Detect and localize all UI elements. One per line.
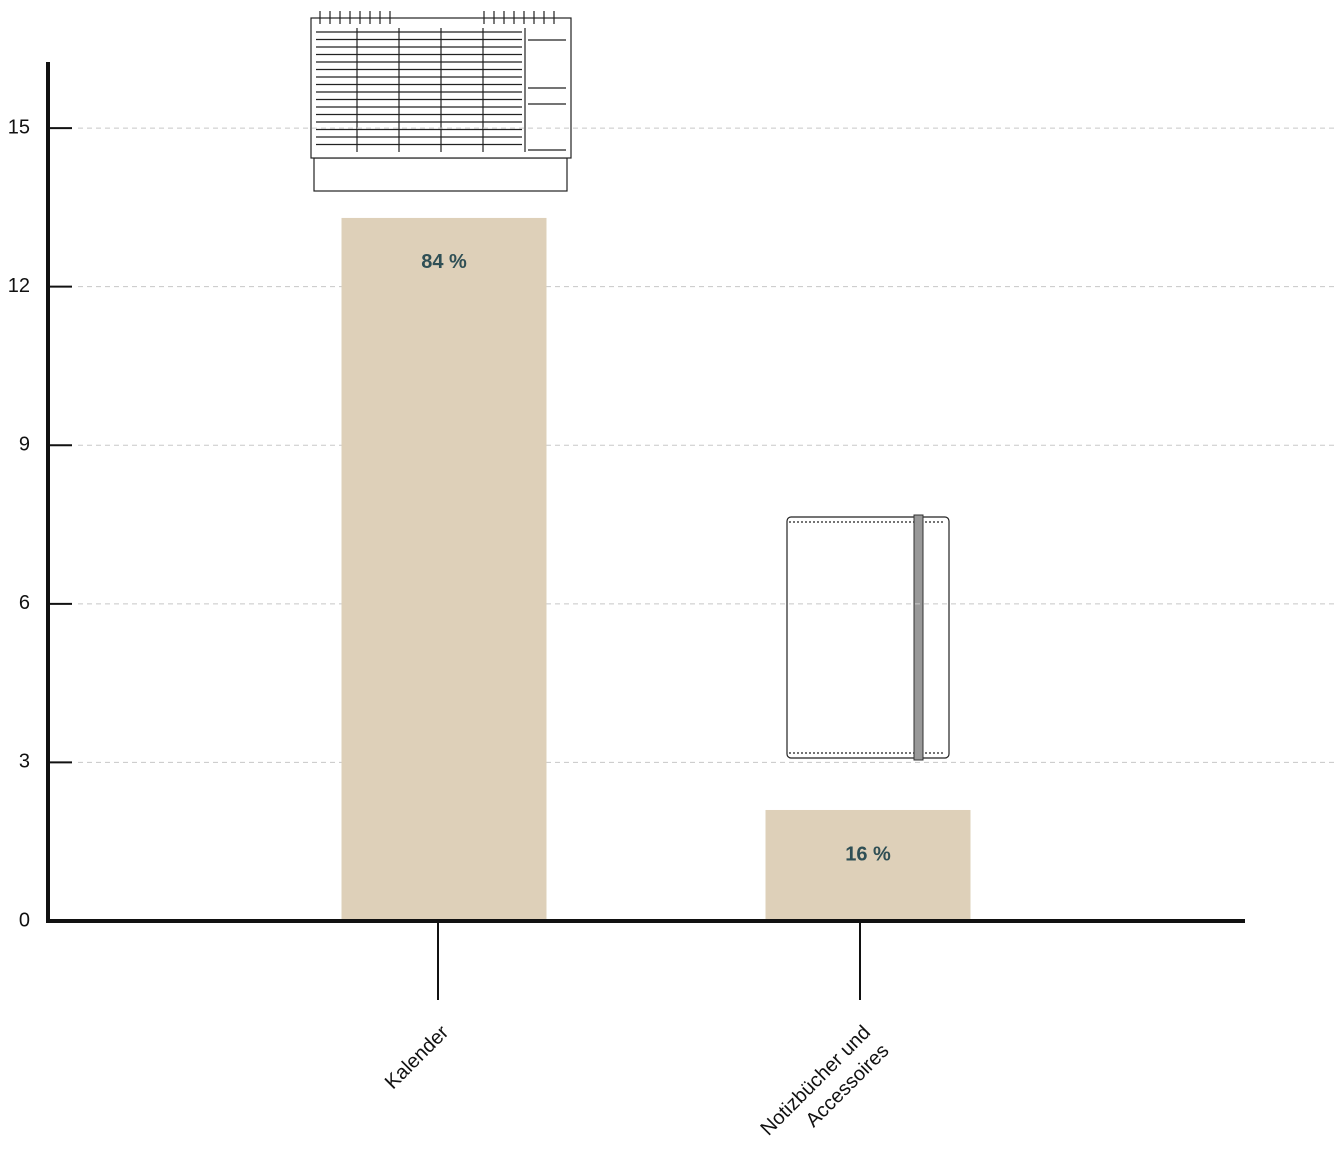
share-label: 84 % xyxy=(421,251,467,273)
x-tick-label: Notizbücher undAccessoires xyxy=(757,1022,894,1159)
y-tick-label: 15 xyxy=(8,116,30,138)
share-label: 16 % xyxy=(845,843,891,865)
calendar-icon xyxy=(310,11,572,192)
y-tick-label: 6 xyxy=(19,592,30,614)
y-tick-label: 9 xyxy=(19,434,30,456)
bar xyxy=(341,217,547,920)
bar xyxy=(765,809,971,919)
y-tick-label: 0 xyxy=(19,909,30,931)
notebook-icon xyxy=(786,514,950,761)
x-tick-label: Kalender xyxy=(381,1021,453,1093)
y-tick-label: 12 xyxy=(8,275,30,297)
y-tick-label: 3 xyxy=(19,751,30,773)
